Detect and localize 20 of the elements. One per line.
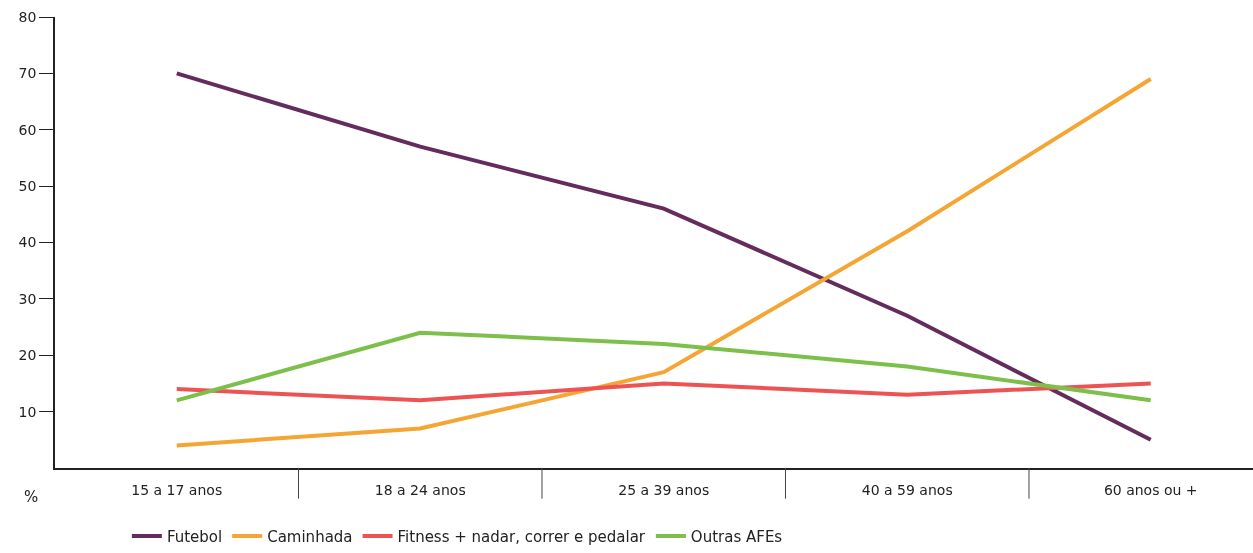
x-tick-label: 25 a 39 anos (618, 481, 710, 498)
y-tick-label: 80 (18, 8, 37, 25)
y-tick-label: 20 (18, 347, 37, 364)
y-tick-label: 40 (18, 234, 37, 251)
x-tick-label: 15 a 17 anos (131, 481, 223, 498)
y-tick-label: 10 (18, 403, 37, 420)
line-series (174, 381, 1153, 403)
x-tick-label: 40 a 59 anos (861, 481, 953, 498)
y-axis-title: % (24, 488, 39, 506)
legend-label: Caminhada (267, 527, 353, 546)
x-tick-label: 60 anos ou + (1103, 481, 1198, 498)
x-tick-label: 18 a 24 anos (374, 481, 466, 498)
line-series (174, 330, 1153, 403)
y-tick-label: 60 (18, 121, 37, 138)
legend-label: Fitness + nadar, correr e pedalar (397, 527, 646, 546)
y-tick-label: 30 (18, 290, 37, 307)
y-tick-label: 70 (18, 65, 37, 82)
y-tick-label: 50 (18, 178, 37, 195)
legend-label: Futebol (166, 527, 223, 546)
legend-label: Outras AFEs (690, 527, 783, 546)
